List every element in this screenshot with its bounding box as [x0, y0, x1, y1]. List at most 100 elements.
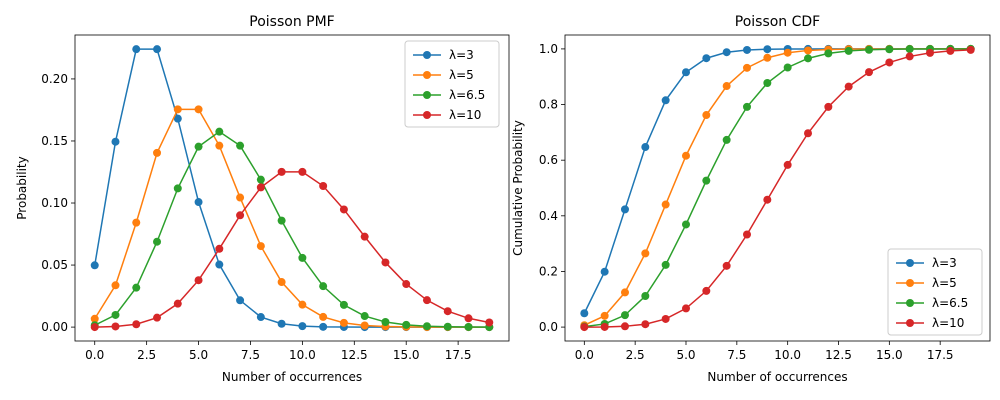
data-point — [277, 216, 286, 225]
data-point — [722, 82, 731, 91]
x-tick-label: 0.0 — [85, 348, 104, 362]
data-point — [885, 58, 894, 67]
legend-label: λ=6.5 — [932, 296, 968, 310]
chart-panel-pmf: 0.0 2.5 5.0 7.5 10.0 12.5 15.0 17.5 0.00 0.05 0.10… — [15, 14, 510, 384]
data-point — [661, 260, 670, 269]
data-point — [319, 312, 328, 321]
x-tick-label: 5.0 — [189, 348, 208, 362]
data-point — [885, 45, 894, 54]
data-point — [111, 281, 120, 290]
data-point — [905, 52, 914, 61]
data-point — [90, 314, 99, 323]
data-point — [319, 322, 328, 331]
y-tick-label: 0.8 — [539, 98, 558, 112]
legend-marker — [423, 51, 431, 59]
data-point — [824, 102, 833, 111]
data-point — [464, 314, 473, 323]
data-point — [194, 198, 203, 207]
data-point — [256, 175, 265, 184]
x-tick-label: 5.0 — [676, 348, 695, 362]
data-point — [580, 309, 589, 318]
legend: λ=3 λ=5 λ=6.5 λ=10 — [887, 248, 983, 336]
legend-marker — [423, 111, 431, 119]
x-tick-label: 7.5 — [727, 348, 746, 362]
data-point — [111, 137, 120, 146]
data-point — [173, 299, 182, 308]
x-tick-label: 10.0 — [774, 348, 801, 362]
data-point — [641, 249, 650, 258]
data-point — [641, 320, 650, 329]
data-point — [256, 242, 265, 251]
data-point — [339, 318, 348, 327]
data-point — [277, 167, 286, 176]
data-point — [804, 46, 813, 55]
data-point — [194, 276, 203, 285]
data-point — [702, 111, 711, 120]
data-point — [132, 218, 141, 227]
x-tick-label: 10.0 — [289, 348, 316, 362]
x-axis-label: Number of occurrences — [222, 370, 362, 384]
data-point — [319, 182, 328, 191]
data-point — [90, 261, 99, 270]
data-point — [422, 322, 431, 331]
data-point — [319, 282, 328, 291]
data-point — [443, 322, 452, 331]
data-point — [966, 45, 975, 54]
data-point — [381, 318, 390, 327]
data-point — [580, 323, 589, 332]
x-tick-label: 2.5 — [626, 348, 645, 362]
y-tick-label: 1.0 — [539, 42, 558, 56]
data-point — [600, 267, 609, 276]
data-point — [360, 232, 369, 241]
data-point — [722, 261, 731, 270]
data-point — [339, 205, 348, 214]
data-point — [277, 278, 286, 287]
x-tick-label: 15.0 — [393, 348, 420, 362]
legend-marker — [906, 259, 914, 267]
data-point — [681, 304, 690, 313]
data-point — [277, 319, 286, 328]
data-point — [681, 220, 690, 229]
x-tick-label: 17.5 — [927, 348, 954, 362]
data-point — [600, 322, 609, 331]
data-point — [620, 288, 629, 297]
data-point — [681, 151, 690, 160]
legend-label: λ=6.5 — [449, 88, 485, 102]
x-tick-label: 15.0 — [876, 348, 903, 362]
data-point — [661, 96, 670, 105]
data-point — [905, 45, 914, 54]
data-point — [339, 300, 348, 309]
data-point — [742, 102, 751, 111]
data-point — [681, 68, 690, 77]
data-point — [742, 63, 751, 72]
data-point — [236, 211, 245, 220]
chart-panel-cdf: 0.0 2.5 5.0 7.5 10.0 12.5 15.0 17.5 0.0 0.2 0.4 0.6… — [511, 14, 991, 384]
data-point — [865, 45, 874, 54]
data-point — [236, 296, 245, 305]
data-point — [443, 307, 452, 316]
data-point — [783, 160, 792, 169]
data-point — [804, 54, 813, 63]
legend-marker — [906, 299, 914, 307]
data-point — [132, 320, 141, 329]
data-point — [153, 313, 162, 322]
data-point — [381, 258, 390, 267]
data-point — [173, 105, 182, 114]
data-point — [256, 313, 265, 322]
data-point — [641, 291, 650, 300]
plot-area-frame — [74, 34, 510, 342]
data-point — [926, 48, 935, 57]
data-point — [844, 82, 853, 91]
data-point — [215, 244, 224, 253]
data-point — [111, 322, 120, 331]
x-tick-label: 12.5 — [341, 348, 368, 362]
data-point — [402, 320, 411, 329]
data-point — [90, 323, 99, 332]
data-point — [702, 176, 711, 185]
y-tick-label: 0.0 — [539, 320, 558, 334]
x-tick-label: 2.5 — [137, 348, 156, 362]
data-point — [620, 322, 629, 331]
legend-marker — [423, 91, 431, 99]
data-point — [702, 54, 711, 63]
